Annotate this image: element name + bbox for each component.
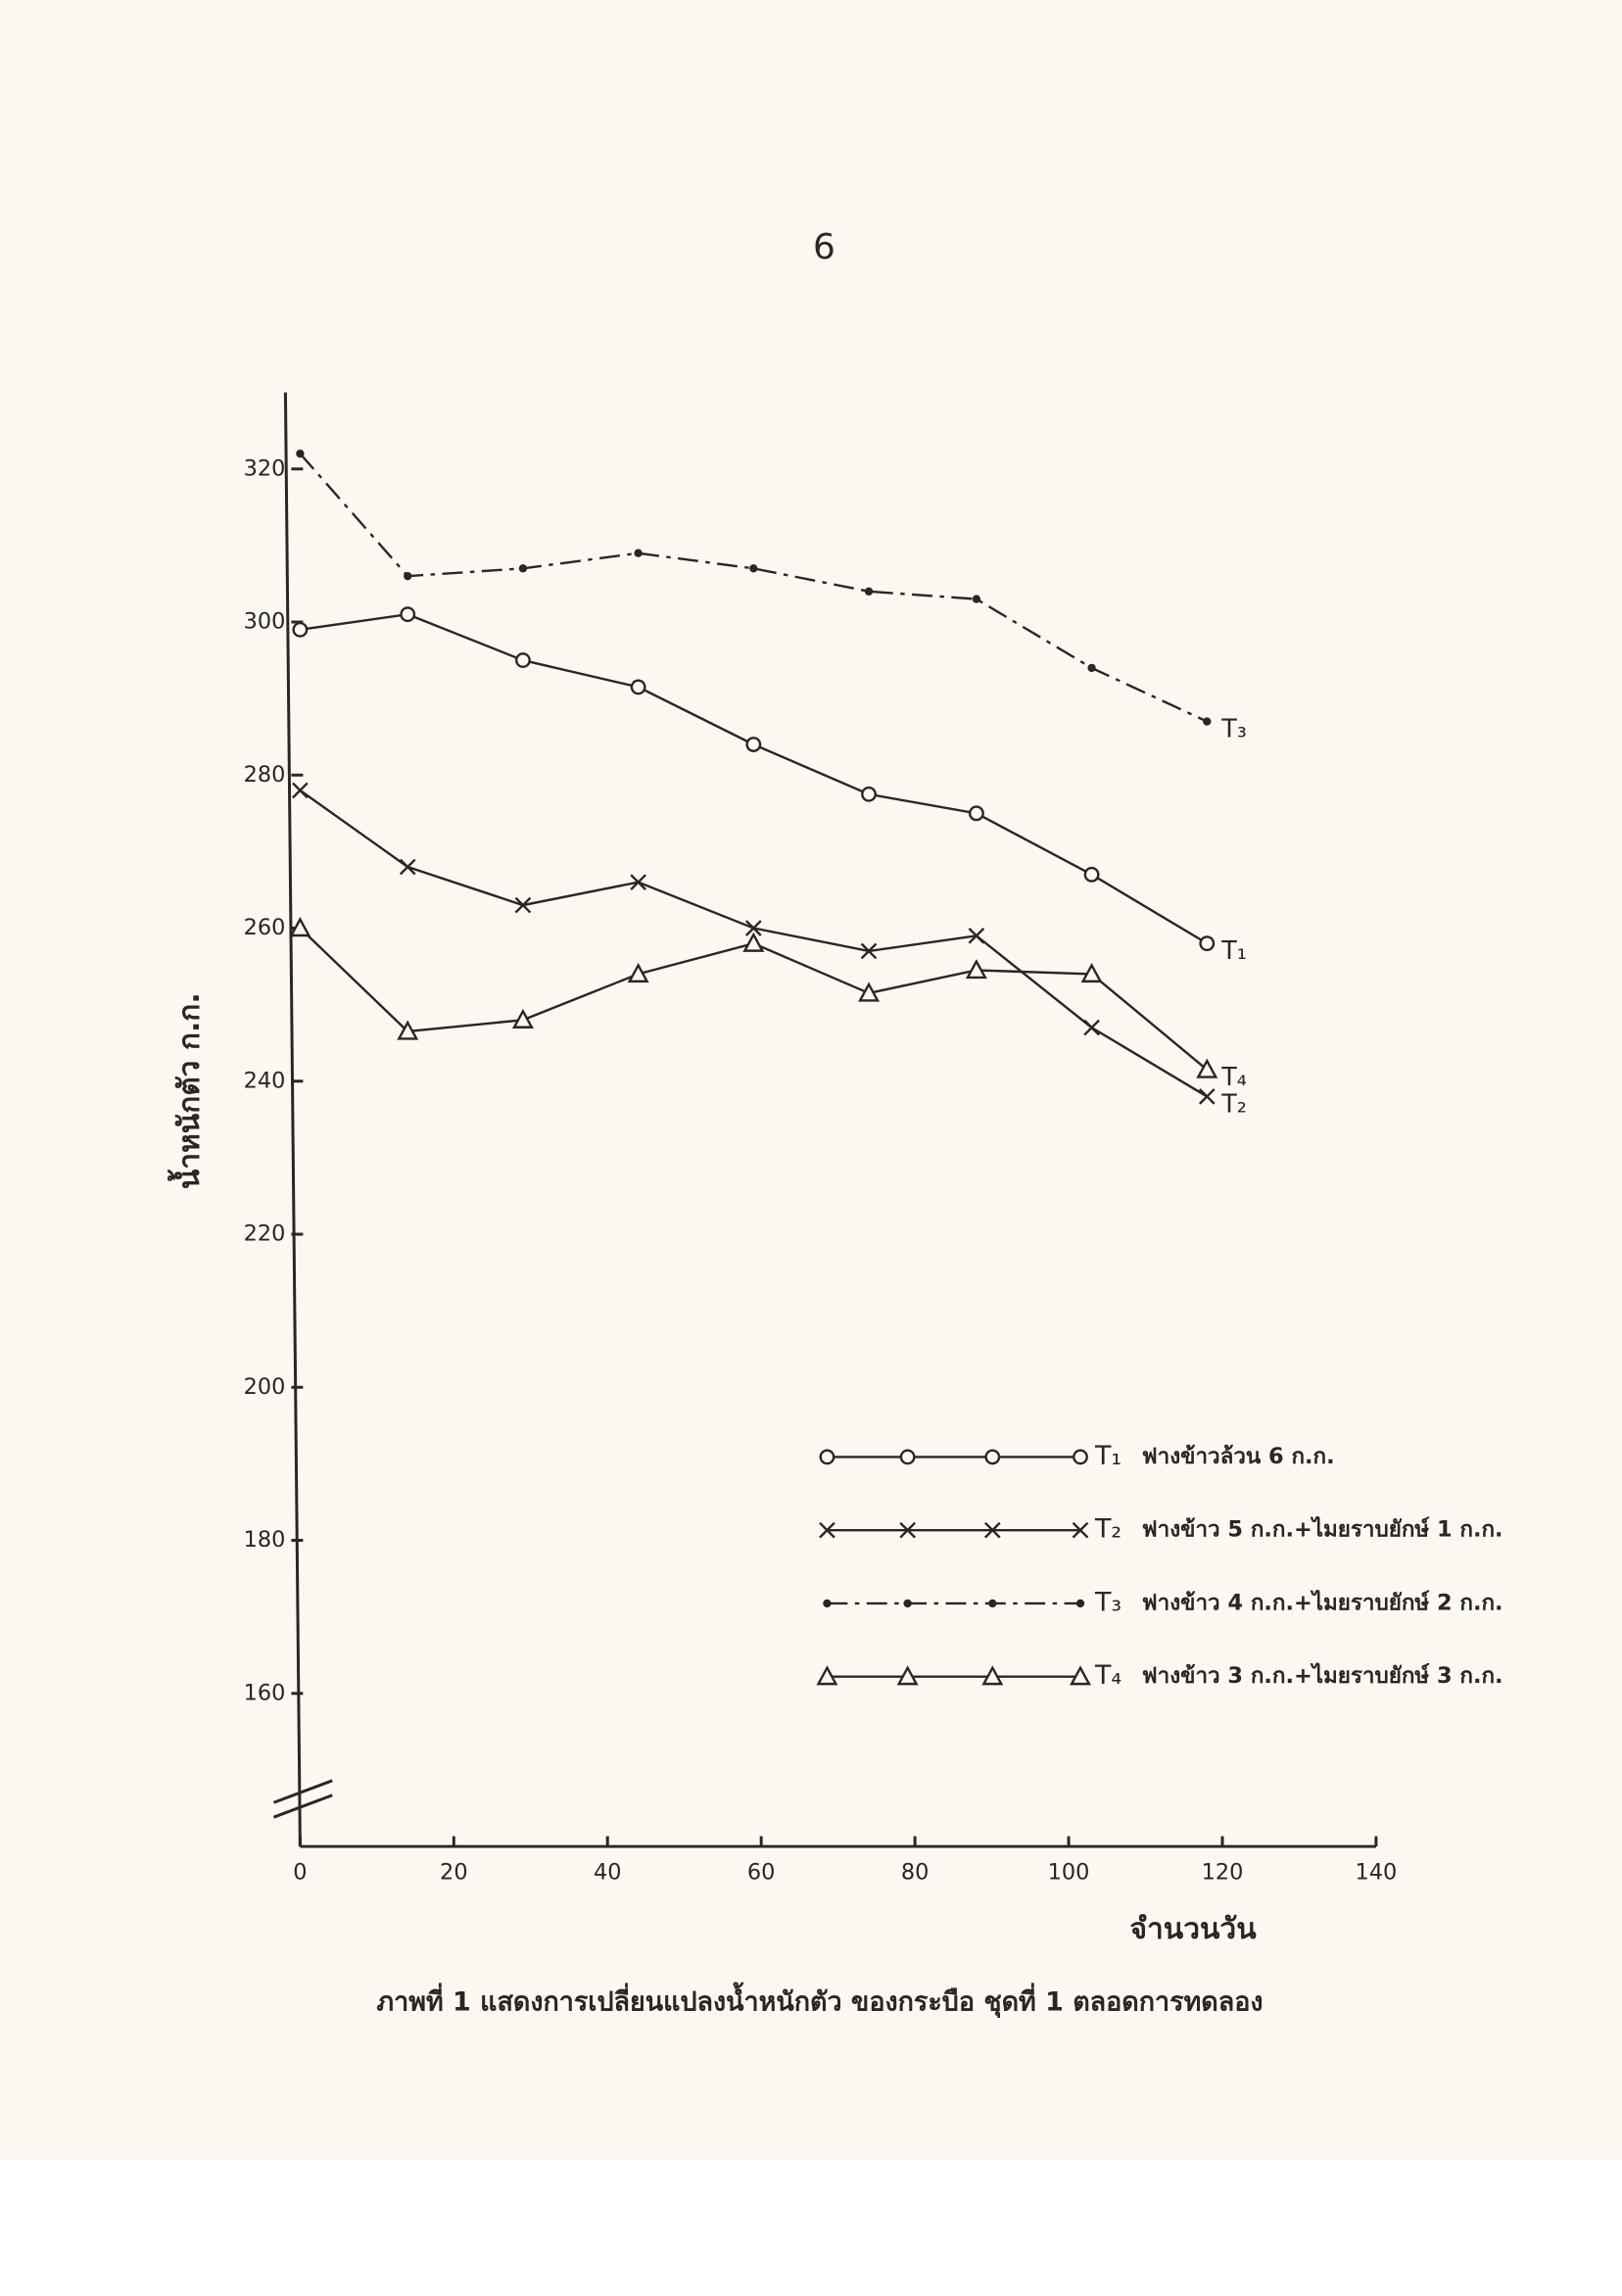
marker-dot xyxy=(404,571,412,581)
y-tick-label: 220 xyxy=(244,1221,286,1247)
legend-marker xyxy=(981,1665,1004,1686)
series-line xyxy=(299,453,1208,723)
y-tick-label: 240 xyxy=(244,1068,286,1093)
marker-triangle xyxy=(397,1020,419,1040)
marker-circle xyxy=(400,606,416,623)
x-tick-label: 120 xyxy=(1202,1859,1244,1885)
marker-x xyxy=(745,920,762,936)
legend-marker xyxy=(984,1449,1001,1465)
legend-name: T₃ xyxy=(1094,1587,1121,1617)
marker-x xyxy=(860,942,878,960)
legend-marker xyxy=(823,1599,832,1608)
y-tick-label: 160 xyxy=(244,1680,286,1705)
marker-x xyxy=(399,858,416,876)
marker-circle xyxy=(515,652,531,669)
y-axis xyxy=(283,392,302,1847)
marker-triangle xyxy=(627,962,649,983)
marker-circle xyxy=(1083,866,1100,883)
x-tick-label: 40 xyxy=(594,1859,622,1885)
legend-marker xyxy=(819,1449,835,1465)
legend-marker xyxy=(899,1521,916,1539)
marker-dot xyxy=(1087,663,1096,673)
legend-marker xyxy=(816,1665,838,1686)
y-tick-label: 320 xyxy=(244,455,286,481)
legend-marker xyxy=(1072,1521,1089,1539)
marker-circle xyxy=(1199,935,1216,952)
legend-marker xyxy=(1070,1665,1091,1686)
x-tick-label: 80 xyxy=(901,1859,930,1885)
marker-x xyxy=(1198,1088,1216,1105)
page-number: 6 xyxy=(813,227,835,267)
y-tick-label: 280 xyxy=(244,762,286,788)
marker-circle xyxy=(745,737,762,752)
legend-marker xyxy=(1073,1449,1088,1465)
y-tick-label: 200 xyxy=(244,1374,286,1400)
legend-marker xyxy=(903,1599,912,1608)
y-tick-label: 300 xyxy=(244,609,286,635)
marker-dot xyxy=(749,564,758,573)
legend-marker xyxy=(896,1665,919,1686)
marker-circle xyxy=(968,805,984,822)
marker-triangle xyxy=(858,981,881,1002)
marker-dot xyxy=(972,595,981,603)
axis-break xyxy=(272,1779,333,1804)
legend-description: ฟางข้าว 3 ก.ก.+ไมยราบยักษ์ 3 ก.ก. xyxy=(1142,1662,1503,1689)
paper xyxy=(0,0,1622,2160)
marker-dot xyxy=(634,549,643,557)
marker-circle xyxy=(861,786,877,802)
marker-triangle xyxy=(289,917,311,937)
x-tick-label: 60 xyxy=(747,1859,776,1885)
legend-description: ฟางข้าว 4 ก.ก.+ไมยราบยักษ์ 2 ก.ก. xyxy=(1142,1589,1503,1615)
x-axis-label: จำนวนวัน xyxy=(1130,1912,1258,1946)
legend-name: T₁ xyxy=(1094,1441,1121,1471)
x-tick-label: 100 xyxy=(1048,1859,1090,1885)
marker-dot xyxy=(296,449,305,458)
legend-name: T₂ xyxy=(1094,1514,1121,1545)
marker-triangle xyxy=(1080,962,1103,983)
marker-dot xyxy=(864,587,874,596)
marker-circle xyxy=(630,679,646,695)
y-axis-label: น้ำหนักตัว ก.ก. xyxy=(167,992,207,1189)
legend-description: ฟางข้าว 5 ก.ก.+ไมยราบยักษ์ 1 ก.ก. xyxy=(1142,1516,1503,1543)
x-tick-label: 0 xyxy=(293,1859,307,1885)
legend-marker xyxy=(819,1521,835,1539)
marker-dot xyxy=(1203,717,1212,726)
marker-triangle xyxy=(742,932,765,952)
marker-x xyxy=(630,874,646,890)
legend-name: T₄ xyxy=(1094,1660,1121,1691)
x-tick-label: 20 xyxy=(440,1859,468,1885)
legend-marker xyxy=(899,1449,916,1465)
series-end-label: T₂ xyxy=(1220,1088,1247,1118)
legend-marker xyxy=(988,1599,997,1608)
legend-description: ฟางข้าวล้วน 6 ก.ก. xyxy=(1142,1444,1335,1469)
x-tick-label: 140 xyxy=(1356,1859,1398,1885)
series-end-label: T₄ xyxy=(1220,1062,1247,1091)
marker-x xyxy=(292,782,309,799)
y-tick-label: 180 xyxy=(244,1527,286,1553)
marker-triangle xyxy=(1196,1058,1218,1078)
legend-marker xyxy=(1075,1599,1085,1608)
marker-circle xyxy=(292,621,309,638)
series-end-label: T₃ xyxy=(1220,714,1247,743)
axis-break xyxy=(272,1794,333,1819)
marker-dot xyxy=(518,564,528,573)
legend-marker xyxy=(984,1521,1001,1539)
marker-x xyxy=(1083,1019,1100,1036)
marker-triangle xyxy=(511,1008,534,1028)
series-end-label: T₁ xyxy=(1220,935,1247,965)
y-tick-label: 260 xyxy=(244,915,286,940)
caption: ภาพที่ 1 แสดงการเปลี่ยนแปลงน้ำหนักตัว ขอ… xyxy=(376,1982,1263,2019)
marker-x xyxy=(514,896,532,914)
marker-triangle xyxy=(965,959,987,980)
marker-x xyxy=(968,928,985,944)
